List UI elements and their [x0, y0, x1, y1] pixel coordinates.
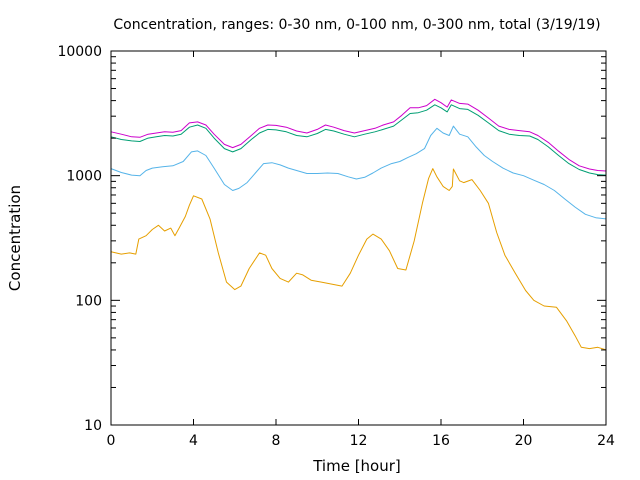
plot-frame [110, 50, 607, 426]
y-axis-label: Concentration [6, 185, 24, 291]
x-tick-label: 0 [107, 433, 116, 449]
y-tick-label: 10 [84, 418, 102, 434]
series-line-1 [110, 168, 607, 351]
x-tick-label: 8 [272, 433, 281, 449]
x-tick-label: 12 [350, 433, 368, 449]
x-tick-label: 4 [189, 433, 198, 449]
x-tick-label: 20 [515, 433, 533, 449]
series-layer [110, 98, 607, 351]
chart-title: Concentration, ranges: 0-30 nm, 0-100 nm… [113, 17, 600, 33]
axes: 0 4 8 12 16 20 24 10 100 1000 10000 [57, 44, 615, 449]
y-tick-label: 1000 [66, 169, 102, 185]
series-line-2 [110, 125, 607, 220]
y-tick-label: 10000 [57, 44, 102, 60]
series-line-3 [110, 104, 607, 176]
y-tick-label: 100 [75, 293, 102, 309]
x-axis-label: Time [hour] [312, 457, 401, 475]
series-line-4 [110, 98, 607, 172]
x-tick-label: 24 [597, 433, 615, 449]
x-tick-label: 16 [432, 433, 450, 449]
